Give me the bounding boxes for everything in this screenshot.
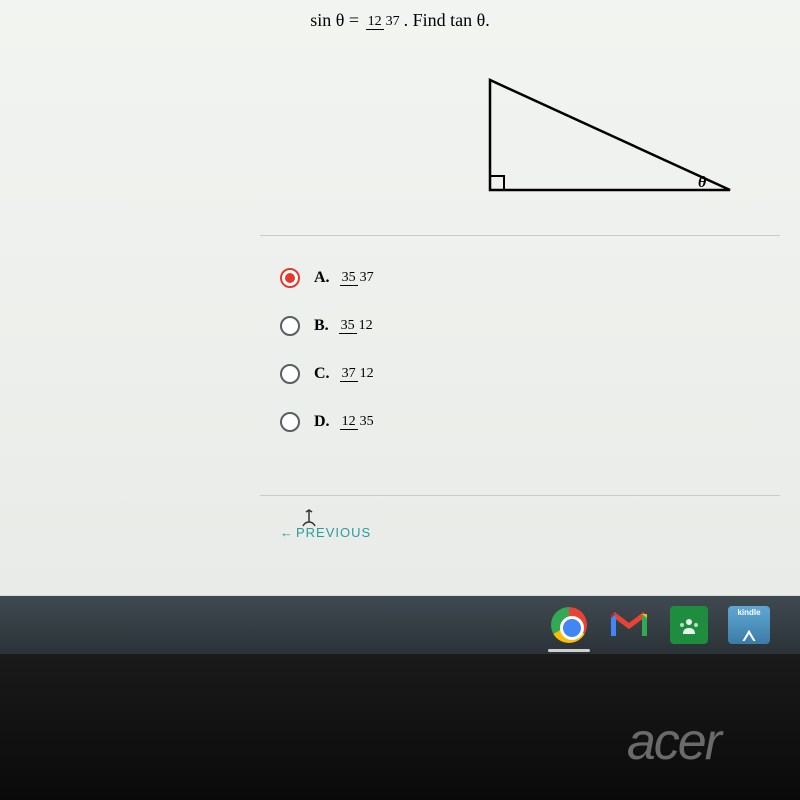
question-prefix: sin θ = — [310, 10, 363, 30]
answer-letter: C. — [314, 365, 330, 383]
radio-a[interactable] — [280, 268, 300, 288]
question-fraction: 1237 — [366, 15, 402, 29]
taskbar: kindle — [0, 596, 800, 654]
kindle-icon[interactable]: kindle — [728, 604, 770, 646]
answer-letter: B. — [314, 317, 329, 335]
previous-label: PREVIOUS — [296, 525, 371, 540]
arrow-left-icon: ← — [280, 525, 294, 540]
previous-button[interactable]: ←PREVIOUS — [280, 525, 371, 540]
divider-bottom — [260, 495, 780, 496]
kindle-label: kindle — [737, 608, 760, 617]
answer-letter: A. — [314, 269, 330, 287]
classroom-icon[interactable] — [668, 604, 710, 646]
quiz-content: sin θ = 1237. Find tan θ. θ A. 3537 B. 3… — [0, 0, 800, 595]
answer-option-d[interactable]: D. 1235 — [280, 409, 378, 435]
acer-logo: acer — [627, 712, 720, 772]
answer-letter: D. — [314, 413, 330, 431]
answer-list: A. 3537 B. 3512 C. 3712 D. 1235 — [280, 265, 378, 457]
answer-option-a[interactable]: A. 3537 — [280, 265, 378, 291]
question-text: sin θ = 1237. Find tan θ. — [0, 10, 800, 31]
question-suffix: . Find tan θ. — [404, 10, 490, 30]
answer-fraction: 3512 — [339, 319, 375, 333]
gmail-icon[interactable] — [608, 604, 650, 646]
answer-option-b[interactable]: B. 3512 — [280, 313, 378, 339]
answer-fraction: 3712 — [340, 367, 376, 381]
answer-fraction: 3537 — [340, 271, 376, 285]
laptop-bezel: acer — [0, 654, 800, 800]
radio-c[interactable] — [280, 364, 300, 384]
chrome-icon[interactable] — [548, 604, 590, 646]
divider-top — [260, 235, 780, 236]
radio-d[interactable] — [280, 412, 300, 432]
radio-b[interactable] — [280, 316, 300, 336]
answer-option-c[interactable]: C. 3712 — [280, 361, 378, 387]
triangle-svg: θ — [480, 70, 740, 210]
answer-fraction: 1235 — [340, 415, 376, 429]
triangle-diagram: θ — [480, 70, 740, 215]
svg-text:θ: θ — [698, 174, 707, 191]
